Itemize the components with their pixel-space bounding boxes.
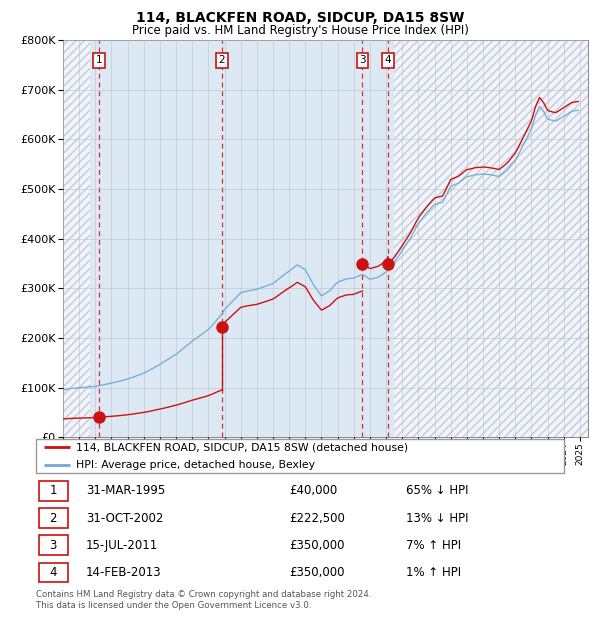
Text: HPI: Average price, detached house, Bexley: HPI: Average price, detached house, Bexl… [76,459,314,469]
Bar [38,508,68,528]
Text: 31-OCT-2002: 31-OCT-2002 [86,512,164,525]
Text: 1% ↑ HPI: 1% ↑ HPI [406,566,461,579]
Text: 13% ↓ HPI: 13% ↓ HPI [406,512,468,525]
Bar [38,562,68,582]
Text: £350,000: £350,000 [289,566,345,579]
Text: £350,000: £350,000 [289,539,345,552]
Text: 114, BLACKFEN ROAD, SIDCUP, DA15 8SW: 114, BLACKFEN ROAD, SIDCUP, DA15 8SW [136,11,464,25]
Text: Contains HM Land Registry data © Crown copyright and database right 2024.
This d: Contains HM Land Registry data © Crown c… [36,590,371,609]
Text: 1: 1 [49,484,57,497]
Text: 7% ↑ HPI: 7% ↑ HPI [406,539,461,552]
Text: 4: 4 [385,55,391,65]
Bar [63,40,91,437]
Text: 15-JUL-2011: 15-JUL-2011 [86,539,158,552]
Bar [63,40,91,437]
Text: £222,500: £222,500 [289,512,346,525]
Bar [38,481,68,501]
Text: £40,000: £40,000 [289,484,338,497]
Bar [394,40,588,437]
Text: 1: 1 [96,55,103,65]
Text: 114, BLACKFEN ROAD, SIDCUP, DA15 8SW (detached house): 114, BLACKFEN ROAD, SIDCUP, DA15 8SW (de… [76,443,408,453]
Text: 2: 2 [49,512,57,525]
Text: 65% ↓ HPI: 65% ↓ HPI [406,484,468,497]
Text: 14-FEB-2013: 14-FEB-2013 [86,566,162,579]
Text: 3: 3 [49,539,57,552]
Bar [38,536,68,555]
Text: 4: 4 [49,566,57,579]
Text: Price paid vs. HM Land Registry's House Price Index (HPI): Price paid vs. HM Land Registry's House … [131,24,469,37]
Bar [394,40,588,437]
Text: 2: 2 [218,55,225,65]
Text: 3: 3 [359,55,366,65]
Text: 31-MAR-1995: 31-MAR-1995 [86,484,166,497]
